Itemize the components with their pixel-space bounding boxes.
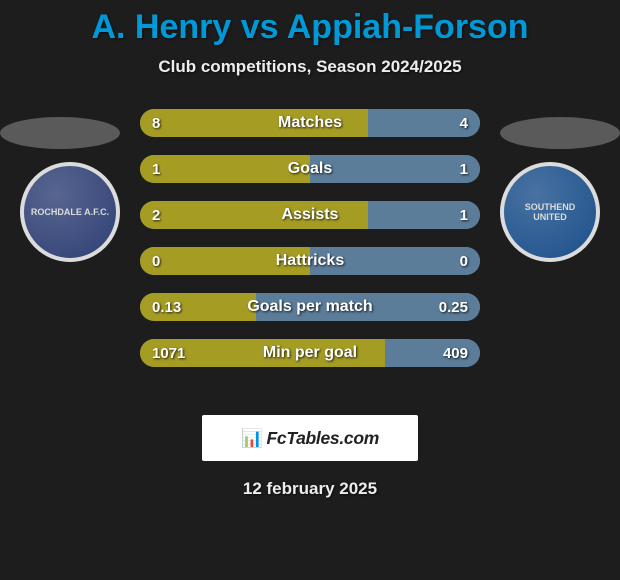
crest-left: ROCHDALE A.F.C.: [20, 162, 120, 262]
stat-label: Min per goal: [140, 339, 480, 367]
stat-bars: 84Matches 11Goals 21Assists 00Hattricks 0.13…: [140, 109, 480, 385]
crest-right: SOUTHEND UNITED: [500, 162, 600, 262]
stat-bar: 84Matches: [140, 109, 480, 137]
stat-bar: 21Assists: [140, 201, 480, 229]
player-right-silhouette: [500, 117, 620, 149]
chart-icon: 📊: [241, 428, 263, 449]
subtitle: Club competitions, Season 2024/2025: [0, 57, 620, 77]
stat-bar: 1071409Min per goal: [140, 339, 480, 367]
footer-date: 12 february 2025: [0, 479, 620, 499]
stat-bar: 0.130.25Goals per match: [140, 293, 480, 321]
stat-label: Matches: [140, 109, 480, 137]
stat-bar: 11Goals: [140, 155, 480, 183]
comparison-panel: ROCHDALE A.F.C. SOUTHEND UNITED 84Matche…: [0, 97, 620, 397]
player-left-silhouette: [0, 117, 120, 149]
attribution-badge: 📊 FcTables.com: [202, 415, 418, 461]
page-title: A. Henry vs Appiah-Forson: [0, 0, 620, 47]
stat-label: Goals: [140, 155, 480, 183]
stat-bar: 00Hattricks: [140, 247, 480, 275]
attribution-text: FcTables.com: [267, 428, 379, 449]
stat-label: Goals per match: [140, 293, 480, 321]
stat-label: Hattricks: [140, 247, 480, 275]
stat-label: Assists: [140, 201, 480, 229]
